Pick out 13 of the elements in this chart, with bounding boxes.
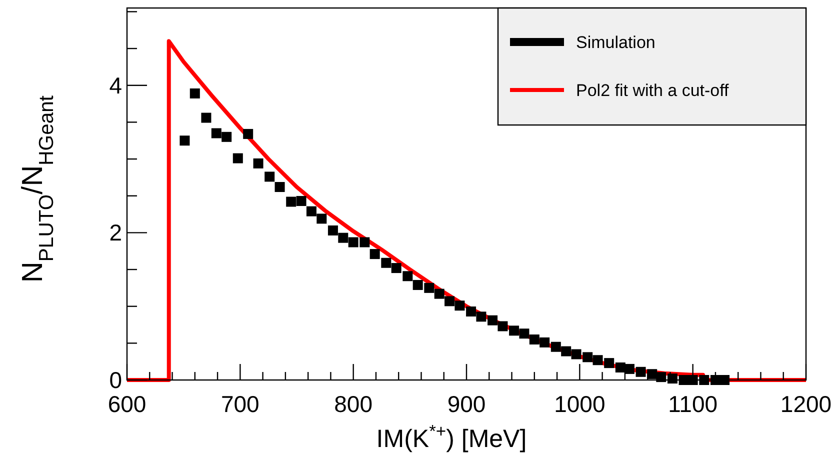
y-tick-label: 0 — [109, 367, 122, 393]
x-tick-label: 600 — [108, 391, 146, 417]
x-axis-title: IM(K$^{*+}$) [MeV] — [376, 421, 527, 453]
x-tick-label: 1100 — [668, 391, 718, 417]
y-tick-label: 2 — [109, 220, 122, 246]
x-tick-label: 1200 — [780, 391, 832, 417]
legend-label: Pol2 fit with a cut-off — [576, 81, 730, 100]
x-tick-label: 1000 — [554, 391, 606, 417]
x-tick-label: 700 — [220, 391, 260, 417]
y-tick-label: 4 — [109, 72, 122, 98]
legend-label: Simulation — [576, 33, 656, 52]
x-tick-label: 900 — [447, 391, 486, 417]
x-tick-label: 800 — [334, 391, 373, 417]
